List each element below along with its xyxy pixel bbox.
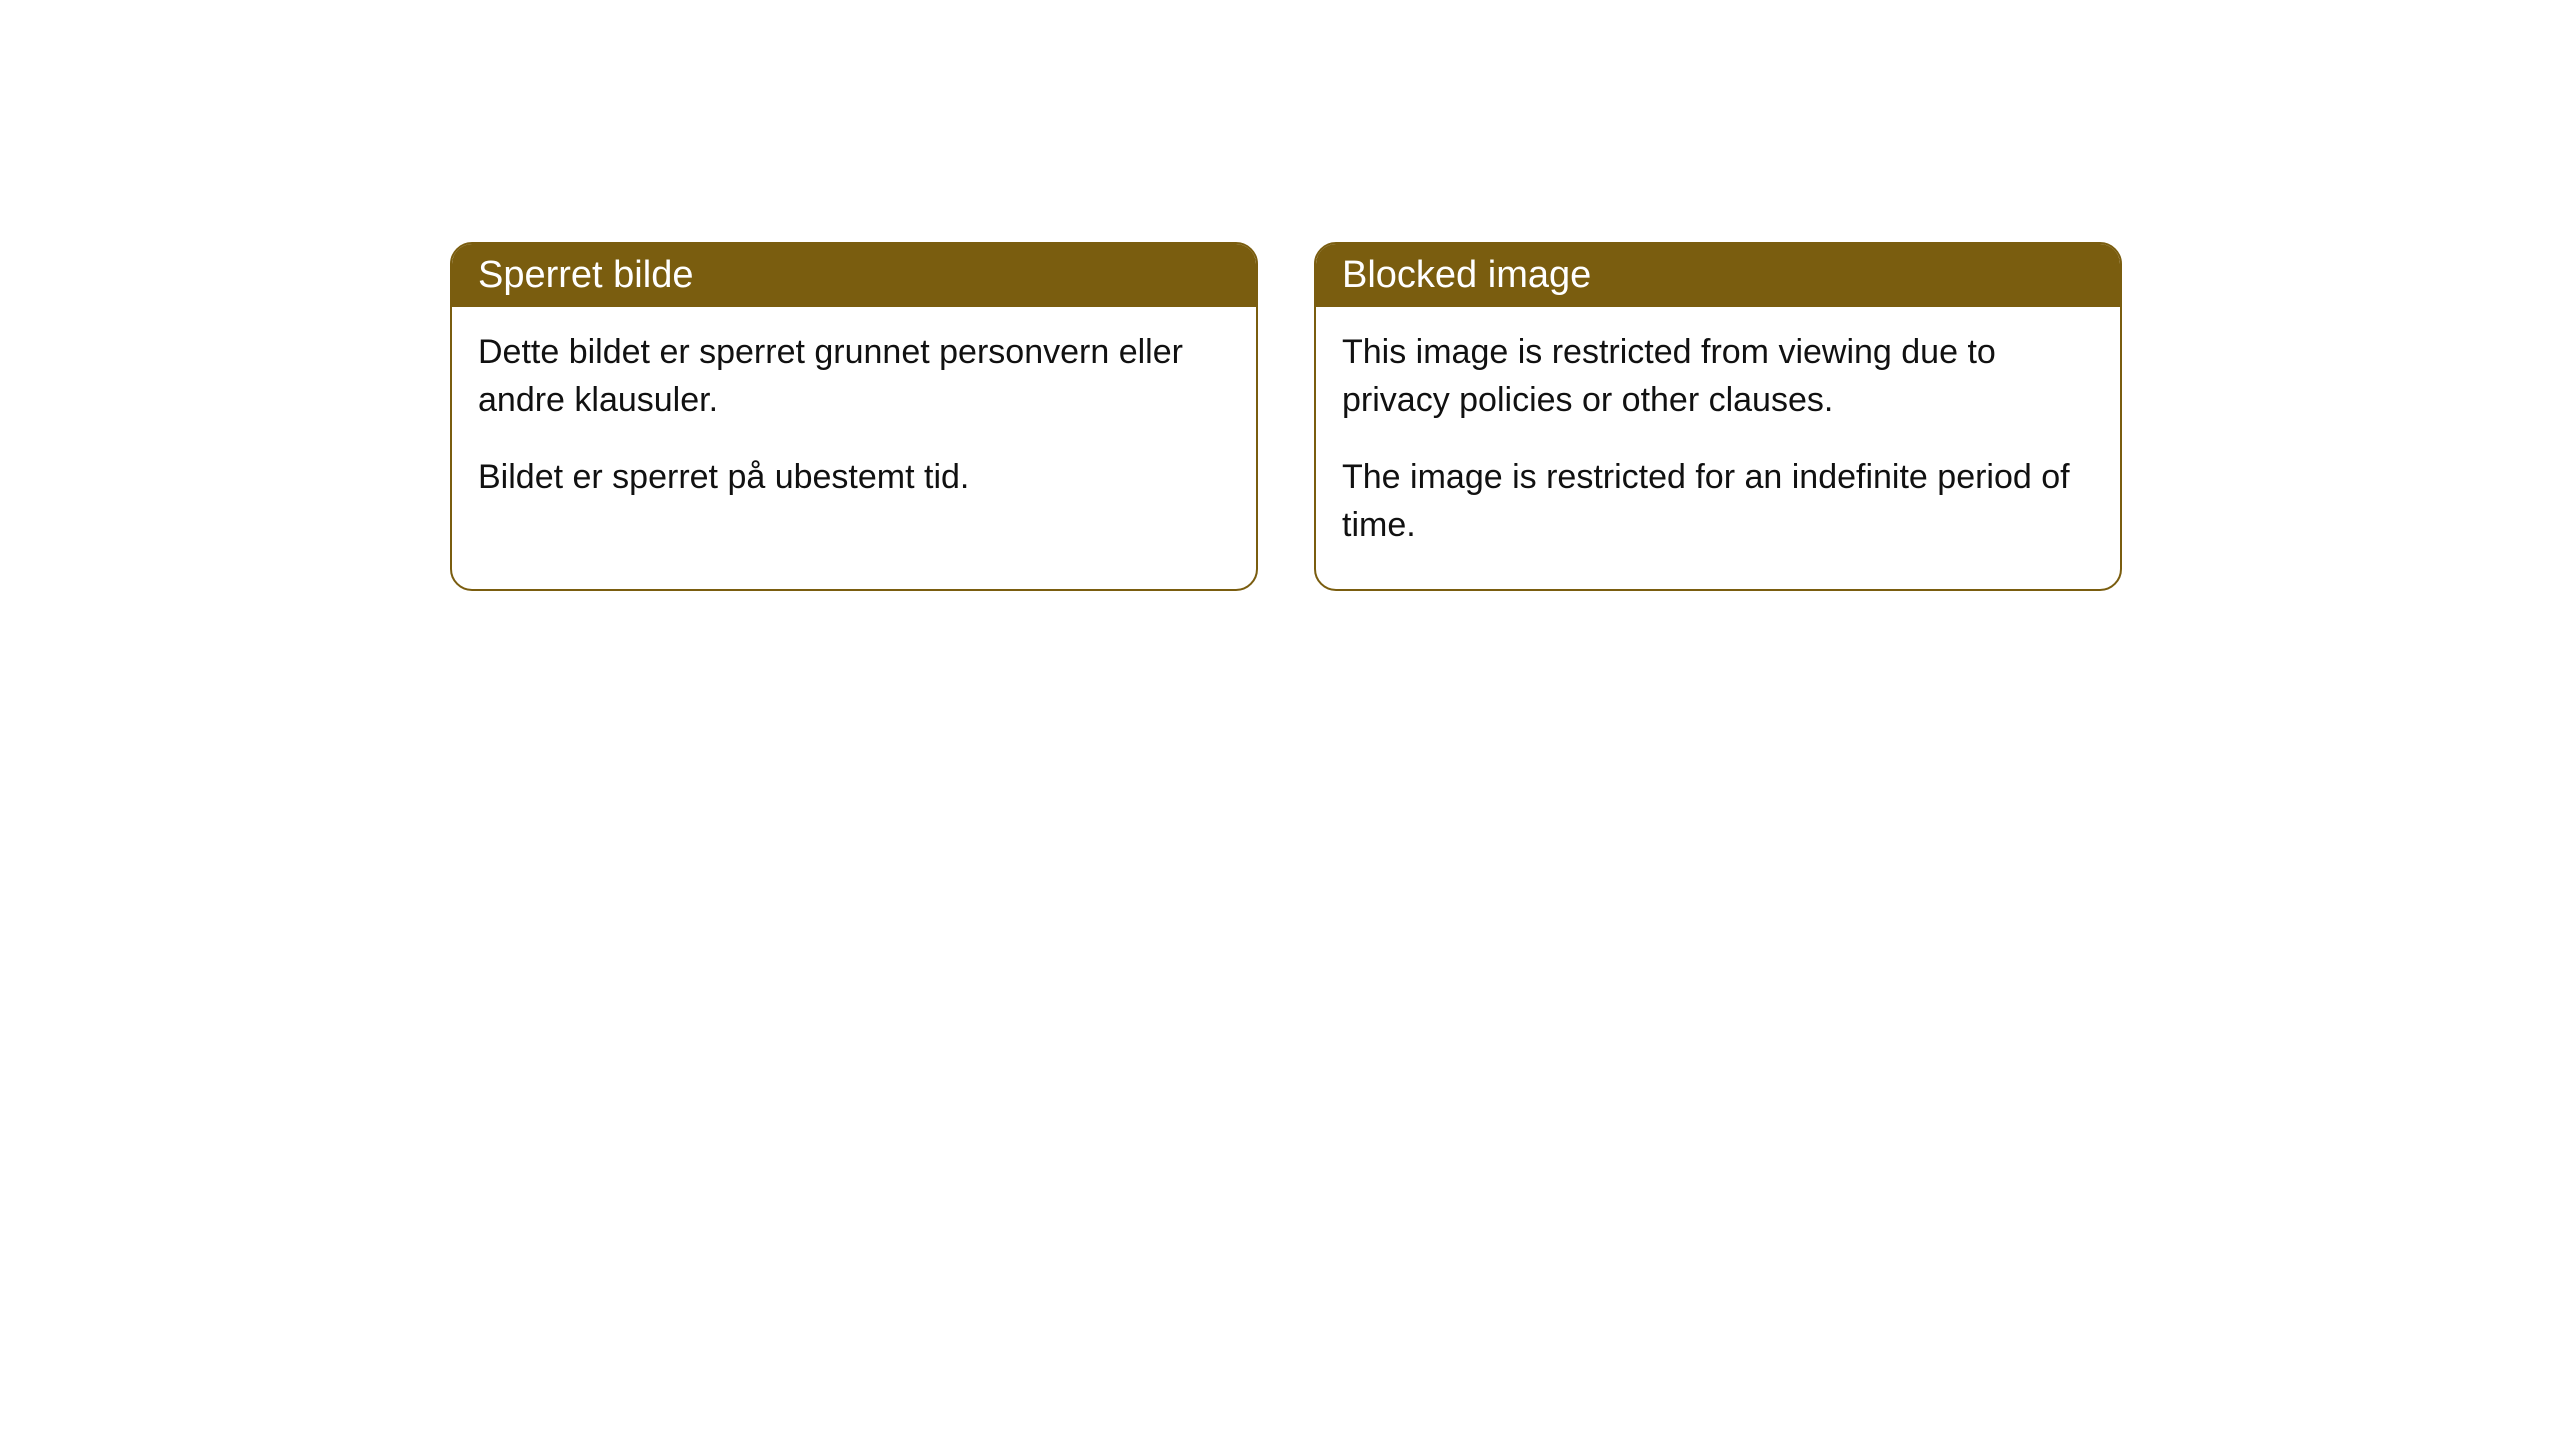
- card-paragraph: Bildet er sperret på ubestemt tid.: [478, 454, 1230, 502]
- card-header: Blocked image: [1316, 244, 2120, 307]
- notice-card-english: Blocked image This image is restricted f…: [1314, 242, 2122, 591]
- notice-card-norwegian: Sperret bilde Dette bildet er sperret gr…: [450, 242, 1258, 591]
- card-paragraph: Dette bildet er sperret grunnet personve…: [478, 329, 1230, 424]
- card-paragraph: This image is restricted from viewing du…: [1342, 329, 2094, 424]
- card-header: Sperret bilde: [452, 244, 1256, 307]
- notice-cards-container: Sperret bilde Dette bildet er sperret gr…: [0, 0, 2560, 591]
- card-paragraph: The image is restricted for an indefinit…: [1342, 454, 2094, 549]
- card-title: Blocked image: [1342, 254, 1591, 296]
- card-body: Dette bildet er sperret grunnet personve…: [452, 307, 1256, 542]
- card-title: Sperret bilde: [478, 254, 693, 296]
- card-body: This image is restricted from viewing du…: [1316, 307, 2120, 589]
